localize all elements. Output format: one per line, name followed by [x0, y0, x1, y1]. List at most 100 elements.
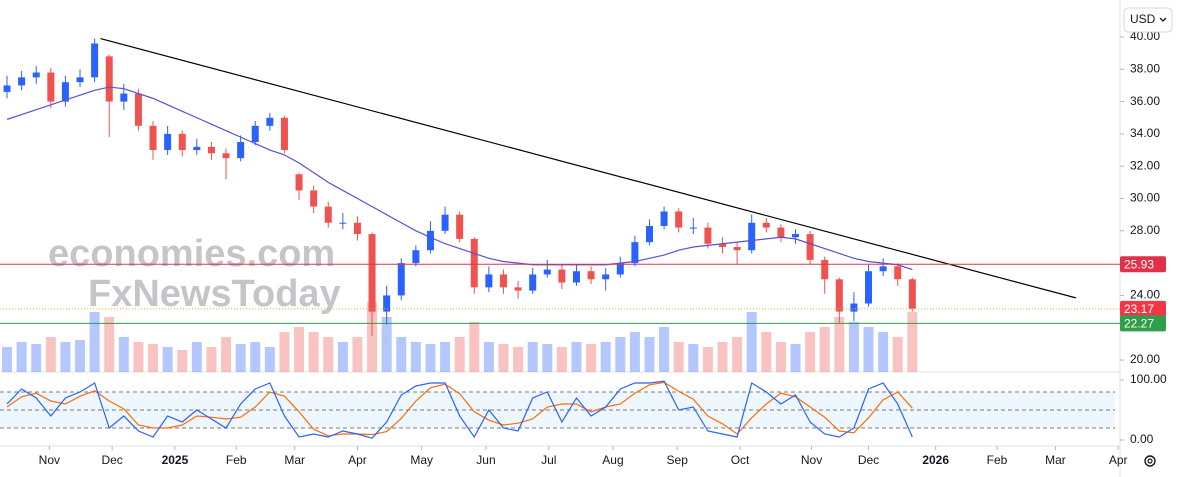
volume-bar — [75, 340, 86, 372]
volume-bar — [629, 332, 640, 372]
x-tick-label: Dec — [858, 453, 879, 467]
candle-body — [865, 271, 873, 304]
volume-bar — [323, 337, 334, 372]
x-tick-label: May — [410, 453, 433, 467]
candle-body — [91, 43, 99, 78]
volume-bar — [848, 322, 859, 372]
candle-body — [529, 274, 537, 291]
volume-bar — [644, 337, 655, 372]
volume-bar — [790, 344, 801, 372]
candle-body — [616, 263, 624, 275]
volume-bar — [732, 337, 743, 372]
volume-bar — [162, 347, 173, 372]
candle-body — [441, 214, 449, 231]
y-tick-label: 32.00 — [1130, 158, 1160, 172]
x-tick-label: Mar — [284, 453, 305, 467]
settings-button[interactable] — [1144, 455, 1156, 467]
candle-body — [222, 153, 230, 159]
volume-bar — [31, 344, 42, 372]
currency-button[interactable]: USD — [1123, 7, 1173, 33]
volume-bar — [819, 327, 830, 372]
candle-body — [18, 77, 26, 86]
volume-bar — [688, 344, 699, 372]
candle-body — [748, 222, 756, 251]
candle-body — [894, 266, 902, 280]
price-level-tag — [1120, 300, 1166, 317]
candle-body — [412, 250, 420, 264]
volume-bar — [45, 337, 56, 372]
volume-bar — [425, 344, 436, 372]
dropdown-arrow[interactable] — [1159, 17, 1167, 22]
candle-body — [266, 117, 274, 126]
volume-bar — [761, 332, 772, 372]
x-tick-label: Feb — [226, 453, 247, 467]
volume-bar — [118, 337, 129, 372]
volume-bar — [454, 337, 465, 372]
volume-bar — [133, 342, 144, 372]
volume-bar — [746, 312, 757, 372]
settings-icon-core[interactable] — [1147, 458, 1153, 464]
candle-body — [879, 266, 887, 272]
x-tick-label: Apr — [1109, 453, 1128, 467]
volume-bar — [16, 342, 27, 372]
candle-body — [835, 279, 843, 312]
stoch-line — [6, 381, 913, 437]
volume-bar — [337, 342, 348, 372]
candle-body — [47, 72, 55, 102]
y-tick-label: 20.00 — [1130, 352, 1160, 366]
candle-body — [719, 243, 727, 247]
volume-bar — [264, 347, 275, 372]
candle-body — [485, 274, 493, 288]
volume-bar — [60, 342, 71, 372]
settings-icon[interactable] — [1144, 455, 1156, 467]
plot-layer: economies.comFxNewsToday20.0022.0024.002… — [0, 29, 1167, 467]
volume-bar — [527, 342, 538, 372]
x-tick-label: Nov — [801, 453, 822, 467]
y-tick-label: 30.00 — [1130, 191, 1160, 205]
candle-body — [164, 133, 172, 151]
volume-bar — [191, 342, 202, 372]
x-tick-label: 2026 — [922, 453, 949, 467]
volume-bar — [410, 342, 421, 372]
candle-body — [324, 206, 332, 223]
candle-body — [368, 234, 376, 312]
candle-body — [105, 56, 113, 102]
candle-body — [806, 234, 814, 260]
candle-body — [149, 125, 157, 151]
volume-bar — [878, 332, 889, 372]
volume-bar — [440, 342, 451, 372]
candle-body — [645, 225, 653, 243]
y-tick-label: 34.00 — [1130, 126, 1160, 140]
x-tick-label: Oct — [731, 453, 750, 467]
candle-body — [558, 269, 566, 283]
volume-bar — [673, 342, 684, 372]
volume-bar — [556, 347, 567, 372]
candle-body — [689, 227, 697, 229]
candle-body — [397, 263, 405, 296]
currency-box[interactable] — [1123, 7, 1173, 33]
candle-body — [777, 227, 785, 238]
candle-body — [134, 93, 142, 126]
y-tick-label: 28.00 — [1130, 223, 1160, 237]
volume-bar — [498, 344, 509, 372]
volume-bar — [177, 350, 188, 372]
candle-body — [178, 133, 186, 151]
x-tick-label: Nov — [39, 453, 60, 467]
volume-bar — [89, 312, 100, 372]
currency-label[interactable]: USD — [1130, 12, 1156, 26]
candle-body — [120, 93, 128, 102]
volume-bar — [892, 337, 903, 372]
y-tick-label: 38.00 — [1130, 61, 1160, 75]
x-tick-label: Sep — [667, 453, 689, 467]
price-level-tag — [1120, 315, 1166, 332]
volume-bar — [235, 344, 246, 372]
candle-body — [602, 274, 610, 280]
candle-body — [675, 211, 683, 228]
y-tick-label: 40.00 — [1130, 29, 1160, 43]
volume-bar — [717, 342, 728, 372]
candle-body — [61, 82, 69, 102]
candle-body — [426, 230, 434, 251]
candle-body — [353, 222, 361, 235]
volume-bar — [571, 342, 582, 372]
